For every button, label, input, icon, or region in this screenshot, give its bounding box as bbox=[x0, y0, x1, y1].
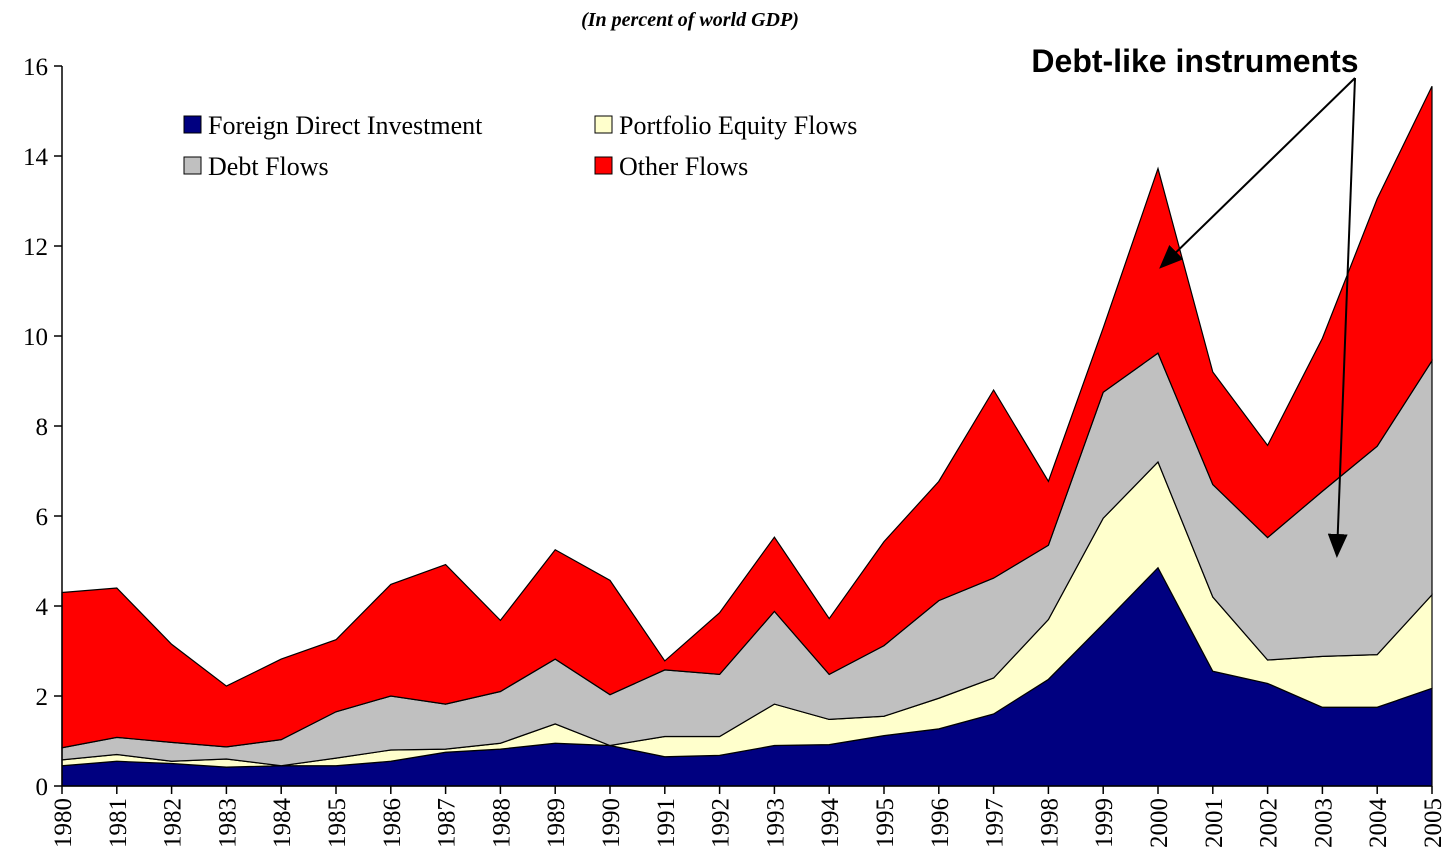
x-tick-label: 1991 bbox=[653, 798, 680, 848]
x-tick-label: 2005 bbox=[1420, 798, 1442, 848]
y-tick-label: 10 bbox=[23, 324, 48, 351]
legend-swatch bbox=[183, 156, 202, 175]
x-tick-label: 1990 bbox=[598, 798, 625, 848]
x-tick-label: 1998 bbox=[1036, 798, 1063, 848]
x-tick-label: 1997 bbox=[982, 798, 1009, 848]
legend-label: Debt Flows bbox=[208, 152, 329, 181]
legend-swatch bbox=[594, 156, 613, 175]
x-tick-label: 1984 bbox=[269, 798, 296, 849]
y-tick-label: 14 bbox=[23, 144, 49, 171]
area bbox=[61, 85, 1433, 749]
x-tick-label: 1980 bbox=[50, 798, 77, 848]
y-tick-label: 8 bbox=[36, 414, 49, 441]
arrow bbox=[1327, 77, 1356, 558]
x-tick-label: 1983 bbox=[214, 798, 241, 848]
x-tick-label: 2003 bbox=[1310, 798, 1337, 848]
x-tick-label: 2001 bbox=[1201, 798, 1228, 848]
x-tick-label: 1994 bbox=[817, 798, 844, 849]
x-tick-label: 1993 bbox=[762, 798, 789, 848]
x-tick-label: 2004 bbox=[1365, 798, 1392, 849]
y-tick-label: 2 bbox=[36, 684, 49, 711]
x-tick-label: 2000 bbox=[1146, 798, 1173, 848]
x-tick-label: 1985 bbox=[324, 798, 351, 848]
x-tick-label: 1996 bbox=[927, 798, 954, 848]
y-tick-label: 4 bbox=[36, 594, 49, 621]
x-tick-label: 1987 bbox=[434, 798, 461, 848]
annotation: Debt-like instruments bbox=[1031, 43, 1358, 79]
y-tick-label: 6 bbox=[36, 504, 49, 531]
x-tick-label: 1982 bbox=[160, 798, 187, 848]
x-tick-label: 1986 bbox=[379, 798, 406, 848]
legend-swatch bbox=[594, 115, 613, 134]
legend-label: Other Flows bbox=[619, 152, 748, 181]
y-tick-label: 12 bbox=[23, 234, 48, 261]
x-tick-label: 1989 bbox=[543, 798, 570, 848]
legend-label: Foreign Direct Investment bbox=[208, 111, 483, 140]
x-tick-label: 1992 bbox=[708, 798, 735, 848]
x-tick-label: 1999 bbox=[1091, 798, 1118, 848]
y-tick-label: 16 bbox=[23, 54, 48, 81]
y-tick-label: 0 bbox=[36, 774, 49, 801]
x-tick-label: 1988 bbox=[488, 798, 515, 848]
legend-label: Portfolio Equity Flows bbox=[619, 111, 857, 140]
x-tick-label: 2002 bbox=[1256, 798, 1283, 848]
x-tick-label: 1995 bbox=[872, 798, 899, 848]
x-tick-label: 1981 bbox=[105, 798, 132, 848]
legend-swatch bbox=[183, 115, 202, 134]
chart-subtitle: (In percent of world GDP) bbox=[581, 9, 799, 31]
arrow bbox=[1159, 77, 1356, 269]
